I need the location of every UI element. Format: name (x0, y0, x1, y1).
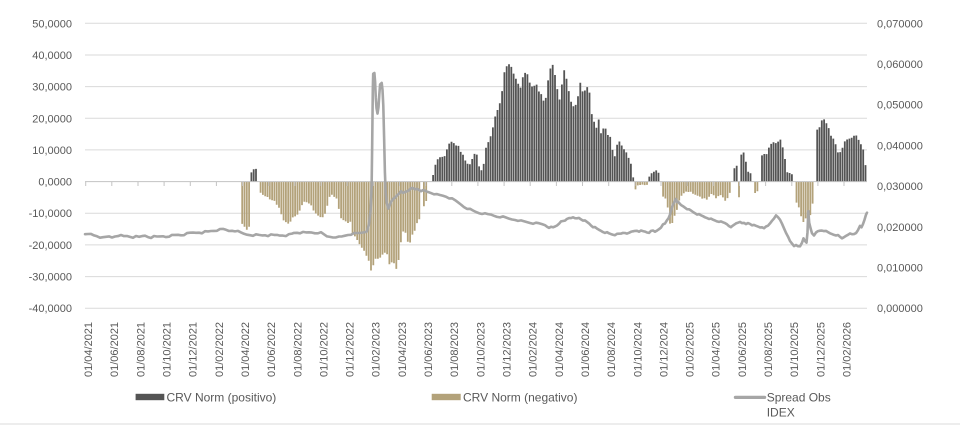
svg-text:0,010000: 0,010000 (877, 263, 923, 275)
svg-text:01/12/2023: 01/12/2023 (502, 322, 514, 377)
svg-text:0,050000: 0,050000 (877, 100, 923, 112)
svg-text:01/02/2025: 01/02/2025 (685, 322, 697, 377)
svg-text:0,030000: 0,030000 (877, 181, 923, 193)
svg-text:01/06/2021: 01/06/2021 (109, 322, 121, 377)
svg-text:0,0000: 0,0000 (38, 177, 72, 189)
svg-text:-30,0000: -30,0000 (29, 272, 72, 284)
svg-text:01/08/2025: 01/08/2025 (763, 322, 775, 377)
svg-text:20,0000: 20,0000 (32, 113, 72, 125)
svg-text:01/02/2022: 01/02/2022 (214, 322, 226, 377)
svg-text:01/08/2023: 01/08/2023 (449, 322, 461, 377)
svg-text:40,0000: 40,0000 (32, 50, 72, 62)
svg-text:Spread Obs: Spread Obs (767, 391, 831, 405)
svg-text:0,020000: 0,020000 (877, 222, 923, 234)
svg-text:01/04/2021: 01/04/2021 (83, 322, 95, 377)
svg-text:01/02/2026: 01/02/2026 (841, 322, 853, 377)
svg-text:01/06/2023: 01/06/2023 (423, 322, 435, 377)
svg-text:-40,0000: -40,0000 (29, 303, 72, 315)
svg-text:0,040000: 0,040000 (877, 140, 923, 152)
svg-text:0,060000: 0,060000 (877, 59, 923, 71)
svg-text:0,000000: 0,000000 (877, 303, 923, 315)
svg-text:01/08/2024: 01/08/2024 (606, 322, 618, 377)
svg-text:01/06/2024: 01/06/2024 (580, 322, 592, 377)
svg-text:-20,0000: -20,0000 (29, 240, 72, 252)
svg-text:01/10/2023: 01/10/2023 (475, 322, 487, 377)
svg-text:-10,0000: -10,0000 (29, 208, 72, 220)
svg-text:01/04/2023: 01/04/2023 (397, 322, 409, 377)
svg-text:01/12/2025: 01/12/2025 (815, 322, 827, 377)
svg-text:01/12/2024: 01/12/2024 (658, 322, 670, 377)
svg-text:50,0000: 50,0000 (32, 18, 72, 30)
svg-text:01/04/2022: 01/04/2022 (240, 322, 252, 377)
svg-text:01/04/2024: 01/04/2024 (554, 322, 566, 377)
svg-text:01/10/2021: 01/10/2021 (162, 322, 174, 377)
svg-text:01/08/2021: 01/08/2021 (135, 322, 147, 377)
svg-text:0,070000: 0,070000 (877, 18, 923, 30)
svg-text:01/06/2025: 01/06/2025 (737, 322, 749, 377)
svg-text:01/04/2025: 01/04/2025 (711, 322, 723, 377)
svg-text:01/12/2022: 01/12/2022 (345, 322, 357, 377)
svg-text:CRV Norm (negativo): CRV Norm (negativo) (463, 391, 577, 405)
svg-text:01/10/2022: 01/10/2022 (319, 322, 331, 377)
svg-text:01/08/2022: 01/08/2022 (292, 322, 304, 377)
svg-text:01/06/2022: 01/06/2022 (266, 322, 278, 377)
svg-text:10,0000: 10,0000 (32, 145, 72, 157)
svg-text:01/10/2025: 01/10/2025 (789, 322, 801, 377)
svg-text:01/02/2024: 01/02/2024 (528, 322, 540, 377)
svg-text:01/02/2023: 01/02/2023 (371, 322, 383, 377)
svg-text:30,0000: 30,0000 (32, 82, 72, 94)
svg-text:CRV Norm (positivo): CRV Norm (positivo) (167, 391, 277, 405)
svg-text:01/12/2021: 01/12/2021 (188, 322, 200, 377)
svg-text:01/10/2024: 01/10/2024 (632, 322, 644, 377)
svg-text:IDEX: IDEX (767, 406, 795, 420)
